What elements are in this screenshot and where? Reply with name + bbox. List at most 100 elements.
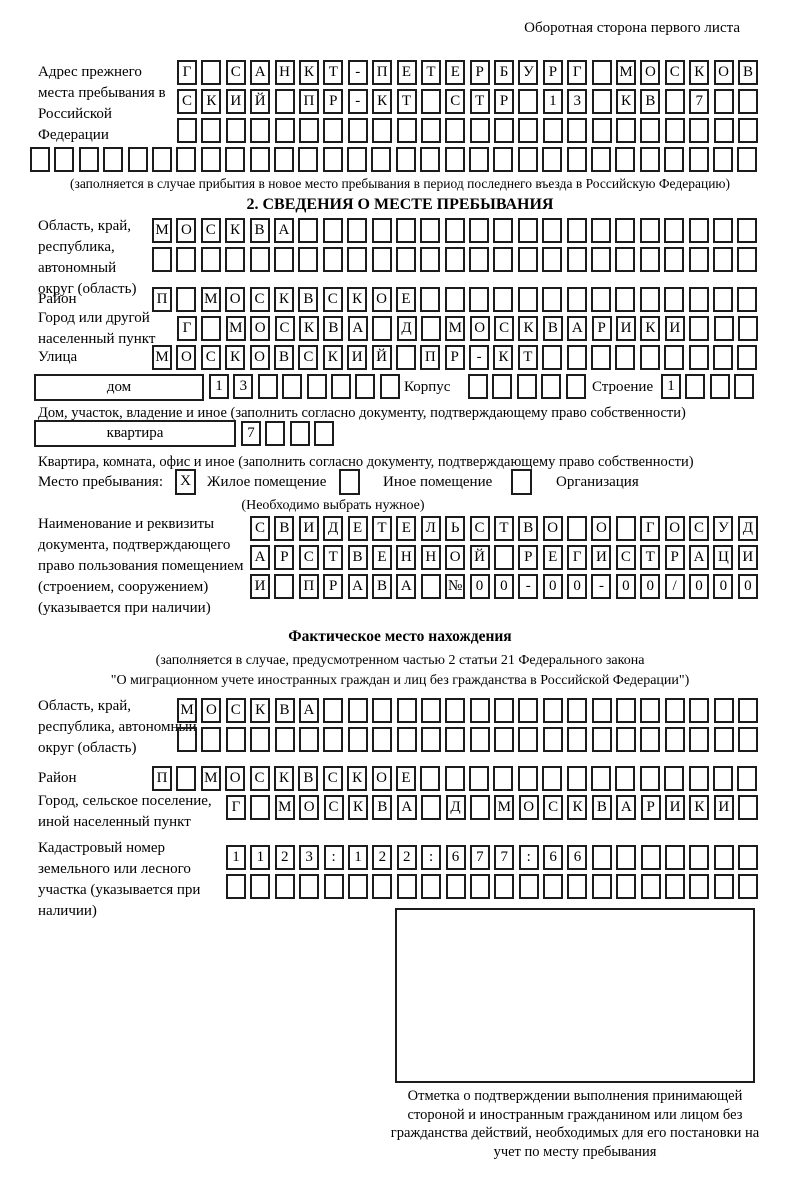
char-cell[interactable]: П [372, 60, 393, 85]
char-cell[interactable]: В [274, 698, 295, 723]
char-cell[interactable] [494, 698, 515, 723]
char-cell[interactable]: К [273, 287, 294, 312]
char-cell[interactable]: С [250, 516, 270, 541]
char-cell[interactable]: К [347, 766, 368, 791]
char-cell[interactable] [444, 247, 465, 272]
char-cell[interactable]: К [250, 698, 271, 723]
char-cell[interactable] [250, 727, 271, 752]
char-cell[interactable]: Е [542, 545, 563, 570]
char-cell[interactable]: 0 [542, 574, 563, 599]
char-cell[interactable] [445, 698, 466, 723]
char-cell[interactable]: В [273, 345, 294, 370]
char-cell[interactable] [289, 421, 310, 446]
char-cell[interactable]: В [298, 287, 319, 312]
char-cell[interactable] [372, 118, 393, 143]
char-cell[interactable]: К [347, 287, 368, 312]
char-cell[interactable] [688, 218, 709, 243]
char-cell[interactable] [347, 247, 368, 272]
char-cell[interactable] [517, 247, 538, 272]
char-cell[interactable]: Г [177, 60, 197, 85]
char-cell[interactable] [712, 345, 733, 370]
char-cell[interactable] [177, 727, 197, 752]
char-cell[interactable]: С [249, 766, 270, 791]
char-cell[interactable] [469, 118, 490, 143]
char-cell[interactable] [379, 374, 400, 399]
char-cell[interactable] [688, 766, 709, 791]
char-cell[interactable]: Е [395, 766, 416, 791]
char-cell[interactable] [518, 727, 539, 752]
char-cell[interactable]: Г [567, 545, 588, 570]
char-cell[interactable] [322, 247, 343, 272]
char-cell[interactable] [250, 118, 271, 143]
char-cell[interactable] [737, 766, 758, 791]
char-cell[interactable]: К [518, 316, 539, 341]
char-cell[interactable]: О [591, 516, 612, 541]
stay-option-zhiloe-checkbox[interactable]: X [175, 469, 196, 495]
char-cell[interactable] [493, 147, 514, 172]
char-cell[interactable] [639, 287, 660, 312]
char-cell[interactable]: В [737, 60, 758, 85]
char-cell[interactable]: К [273, 766, 294, 791]
char-cell[interactable]: Р [323, 574, 344, 599]
char-cell[interactable] [591, 118, 612, 143]
char-cell[interactable] [493, 766, 514, 791]
char-cell[interactable] [274, 727, 295, 752]
char-cell[interactable] [225, 147, 246, 172]
char-cell[interactable]: Т [323, 545, 344, 570]
char-cell[interactable] [664, 345, 685, 370]
char-cell[interactable]: С [322, 287, 343, 312]
char-cell[interactable] [567, 874, 588, 899]
char-cell[interactable] [347, 874, 368, 899]
char-cell[interactable] [688, 147, 709, 172]
char-cell[interactable] [298, 247, 319, 272]
char-cell[interactable]: 1 [250, 845, 271, 870]
char-cell[interactable] [152, 247, 172, 272]
char-cell[interactable]: В [518, 516, 539, 541]
char-cell[interactable] [616, 698, 637, 723]
char-cell[interactable] [371, 247, 392, 272]
stay-option-org-checkbox[interactable] [511, 469, 532, 495]
char-cell[interactable] [420, 574, 441, 599]
char-cell[interactable]: А [396, 795, 417, 820]
char-cell[interactable]: И [664, 316, 685, 341]
char-cell[interactable]: И [250, 574, 270, 599]
char-cell[interactable] [274, 118, 295, 143]
char-cell[interactable]: А [250, 60, 271, 85]
char-cell[interactable] [543, 874, 564, 899]
char-cell[interactable]: 6 [543, 845, 564, 870]
char-cell[interactable] [201, 60, 222, 85]
char-cell[interactable] [177, 118, 197, 143]
char-cell[interactable] [371, 218, 392, 243]
char-cell[interactable] [420, 89, 441, 114]
char-cell[interactable]: В [323, 316, 344, 341]
char-cell[interactable] [664, 766, 685, 791]
char-cell[interactable]: У [713, 516, 734, 541]
char-cell[interactable]: О [445, 545, 466, 570]
char-cell[interactable]: С [543, 795, 564, 820]
char-cell[interactable] [421, 795, 442, 820]
char-cell[interactable] [665, 874, 686, 899]
char-cell[interactable] [591, 727, 612, 752]
char-cell[interactable] [299, 874, 320, 899]
char-cell[interactable] [250, 795, 271, 820]
char-cell[interactable]: М [616, 60, 637, 85]
char-cell[interactable] [151, 147, 172, 172]
char-cell[interactable]: С [469, 516, 490, 541]
char-cell[interactable] [737, 89, 758, 114]
char-cell[interactable] [713, 874, 734, 899]
char-cell[interactable]: 3 [233, 374, 254, 399]
char-cell[interactable] [347, 147, 368, 172]
char-cell[interactable] [615, 218, 636, 243]
char-cell[interactable]: Т [371, 516, 392, 541]
char-cell[interactable] [616, 118, 637, 143]
char-cell[interactable] [347, 727, 368, 752]
char-cell[interactable]: У [518, 60, 539, 85]
char-cell[interactable]: О [299, 795, 320, 820]
char-cell[interactable]: 3 [299, 845, 320, 870]
char-cell[interactable] [689, 845, 710, 870]
char-cell[interactable]: 7 [241, 421, 261, 446]
char-cell[interactable] [664, 118, 685, 143]
char-cell[interactable] [249, 147, 270, 172]
char-cell[interactable] [225, 118, 246, 143]
char-cell[interactable]: С [200, 218, 221, 243]
